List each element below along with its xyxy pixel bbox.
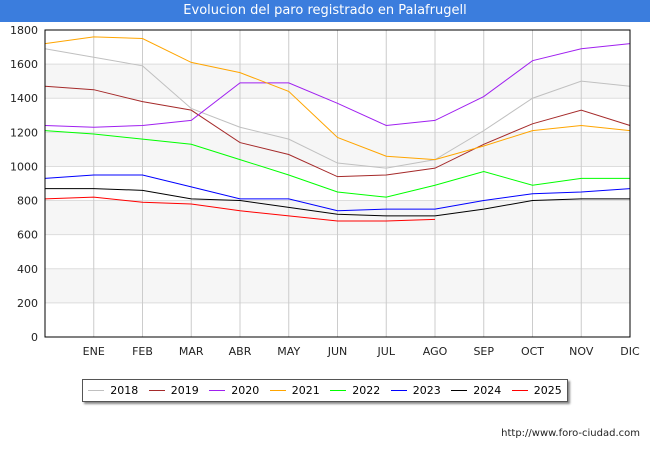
x-tick-label: MAY [277,345,300,358]
series-line-2019 [44,85,631,178]
legend-swatch [269,390,286,391]
x-tick-label: JUL [377,345,396,358]
y-tick-label: 1800 [10,24,38,37]
series-line-2022 [44,130,630,198]
x-tick-label: SEP [473,345,494,358]
legend-swatch [451,390,468,391]
y-tick-label: 600 [17,229,38,242]
plot-border [44,29,631,338]
legend-swatch [511,390,528,391]
legend: 2018 2019 2020 2021 2022 2023 2024 2025 [82,379,568,402]
legend-label: 2020 [231,384,260,397]
legend-item-2019: 2019 [148,384,199,397]
y-tick-label: 1000 [10,160,38,173]
x-tick-label: DIC [620,345,640,358]
legend-label: 2018 [110,384,139,397]
x-tick-label: MAR [179,345,204,358]
legend-swatch [390,390,407,391]
series-line-2023 [44,174,631,212]
legend-swatch [209,390,226,391]
series-line-2024 [45,188,630,217]
x-tick-label: NOV [569,345,594,358]
y-tick-label: 1200 [10,126,38,139]
x-tick-label: FEB [132,345,153,358]
legend-item-2022: 2022 [330,384,380,397]
y-tick-label: 800 [17,195,38,208]
legend-label: 2024 [473,384,502,397]
legend-swatch [88,390,105,391]
legend-item-2023: 2023 [390,384,441,397]
legend-label: 2025 [533,384,562,397]
x-tick-label: OCT [521,345,544,358]
series-line-2025 [44,196,436,222]
legend-item-2018: 2018 [88,384,138,397]
legend-item-2024: 2024 [451,384,501,397]
legend-label: 2019 [170,384,199,397]
series-line-2020 [44,43,631,128]
x-tick-label: JUN [327,345,348,358]
legend-label: 2022 [352,384,381,397]
legend-swatch [330,390,347,391]
x-tick-label: ABR [229,345,252,358]
y-tick-label: 0 [31,331,38,344]
legend-swatch [148,390,165,391]
legend-item-2025: 2025 [511,384,562,397]
series-line-2018 [44,48,631,169]
legend-item-2020: 2020 [209,384,259,397]
y-tick-label: 1600 [10,58,38,71]
legend-label: 2023 [412,384,441,397]
x-tick-label: AGO [423,345,448,358]
y-tick-label: 400 [17,263,38,276]
y-tick-label: 1400 [10,92,38,105]
x-tick-label: ENE [83,345,105,358]
footer-url[interactable]: http://www.foro-ciudad.com [501,428,640,439]
legend-item-2021: 2021 [269,384,320,397]
legend-label: 2021 [291,384,320,397]
y-tick-label: 200 [17,297,38,310]
series-line-2021 [44,36,631,161]
chart-title: Evolucion del paro registrado en Palafru… [0,0,650,22]
